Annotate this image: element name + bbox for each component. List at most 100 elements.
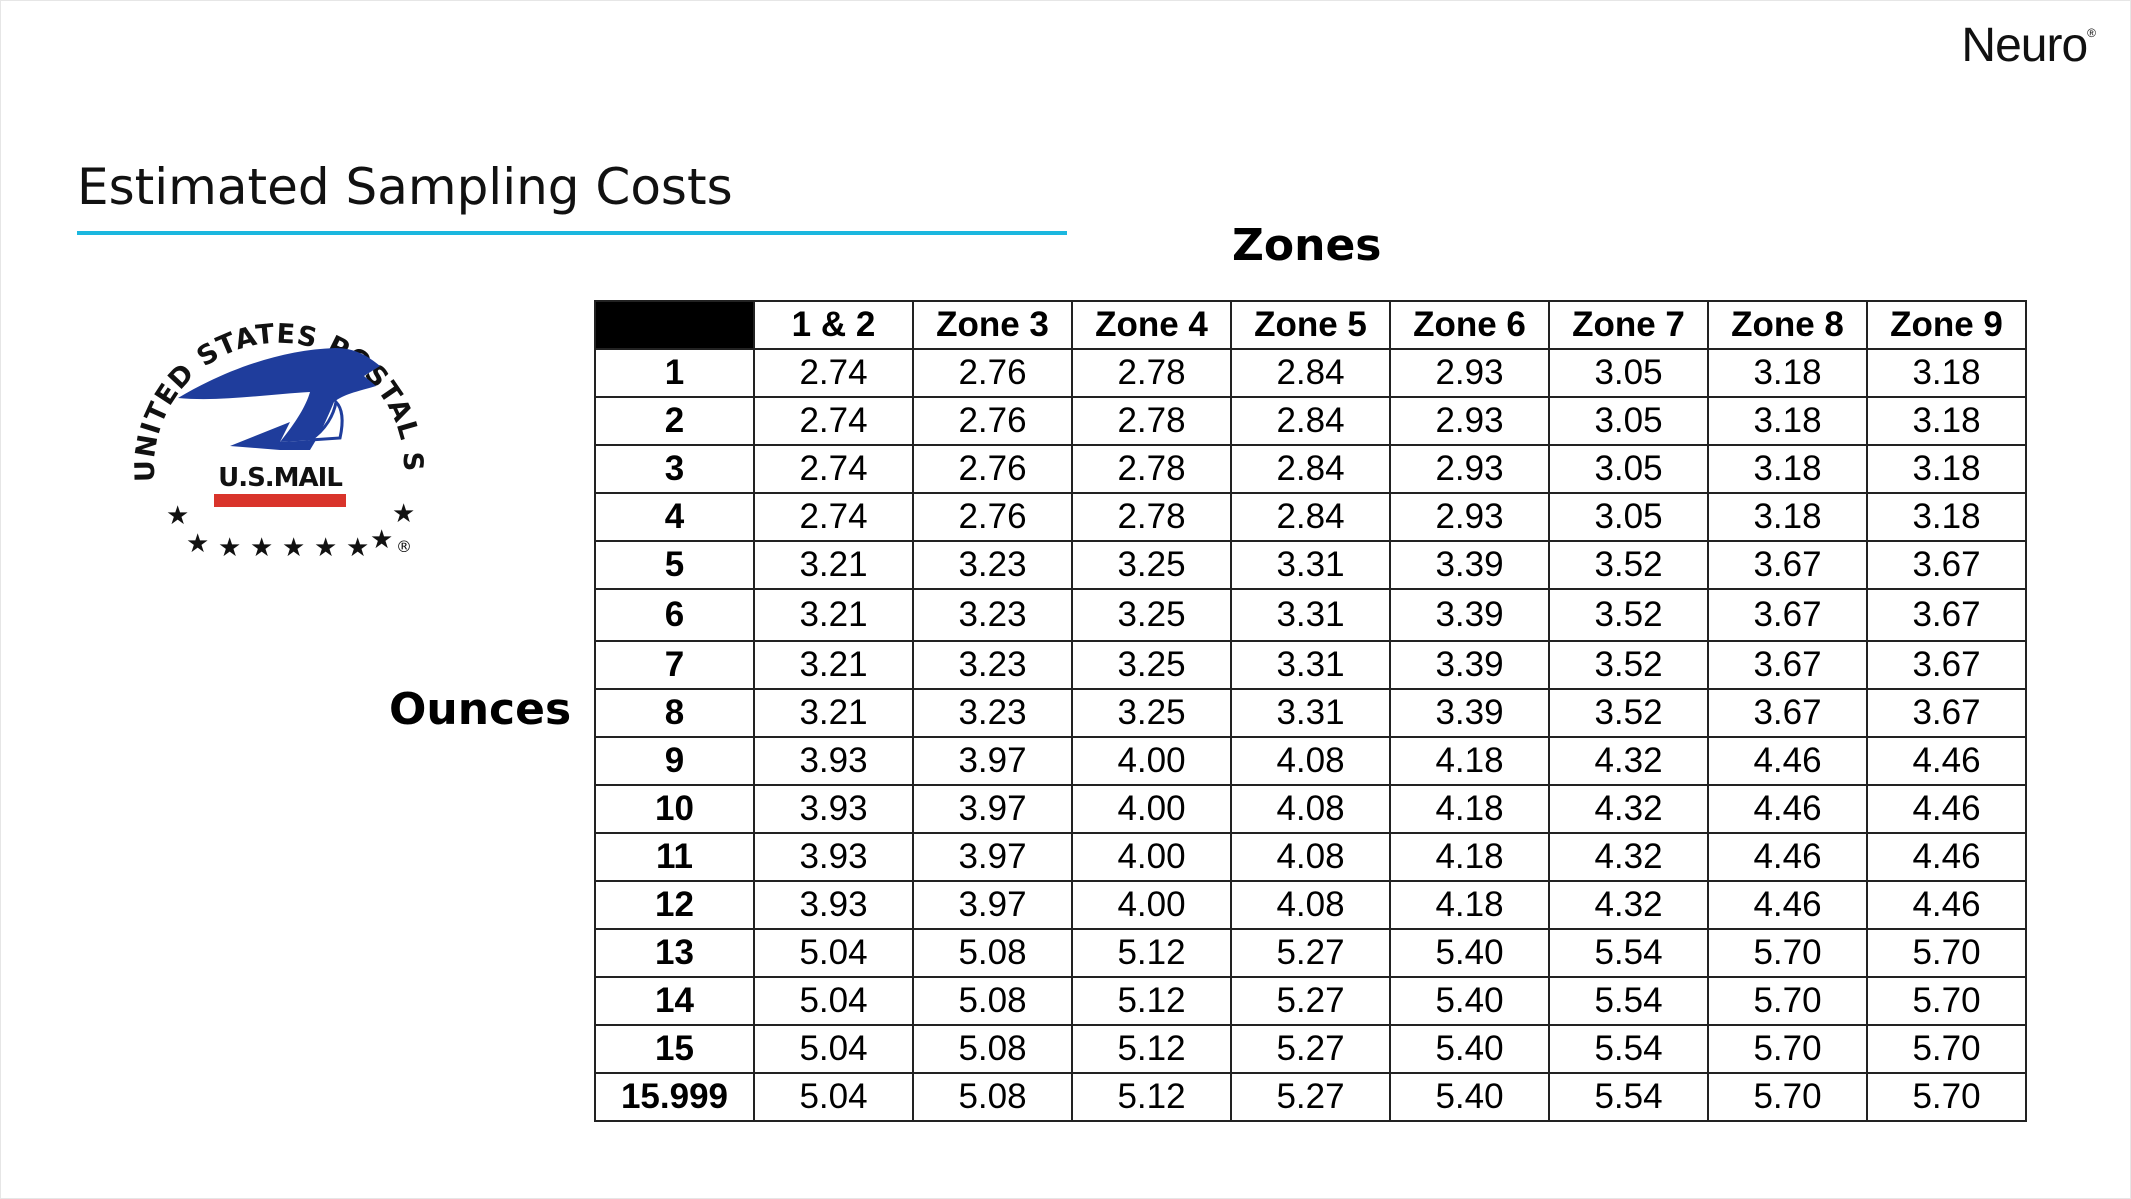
logo-banner-text: U.S.MAIL — [218, 463, 342, 493]
table-row: 11 3.93 3.97 4.00 4.08 4.18 4.32 4.46 4.46 — [594, 832, 2027, 882]
rate-cell: 4.46 — [1866, 832, 2027, 882]
rate-cell: 5.54 — [1548, 976, 1709, 1026]
rate-cell: 4.18 — [1389, 736, 1550, 786]
rate-cell: 4.46 — [1707, 880, 1868, 930]
table-corner-cell — [594, 300, 755, 350]
usps-logo: UNITED STATES POSTAL SERVICE U.S.MAIL ★ … — [130, 290, 427, 563]
table-row: 1 2.74 2.76 2.78 2.84 2.93 3.05 3.18 3.18 — [594, 348, 2027, 398]
svg-text:★: ★ — [314, 533, 337, 563]
rate-cell: 2.84 — [1230, 348, 1391, 398]
svg-text:★: ★ — [370, 525, 393, 555]
rate-cell: 3.67 — [1707, 640, 1868, 690]
rate-cell: 2.84 — [1230, 492, 1391, 542]
title-underline — [77, 231, 1067, 235]
rate-cell: 4.46 — [1707, 784, 1868, 834]
rate-cell: 3.31 — [1230, 640, 1391, 690]
ounces-axis-label: Ounces — [389, 684, 572, 735]
brand-name: Neuro — [1961, 19, 2088, 72]
rate-cell: 3.21 — [753, 688, 914, 738]
zones-axis-label: Zones — [1232, 220, 1382, 271]
rate-cell: 5.27 — [1230, 1072, 1391, 1122]
rate-cell: 5.12 — [1071, 976, 1232, 1026]
rate-cell: 5.27 — [1230, 1024, 1391, 1074]
rate-cell: 3.67 — [1707, 688, 1868, 738]
rate-cell: 5.12 — [1071, 1024, 1232, 1074]
rate-cell: 3.97 — [912, 736, 1073, 786]
column-header: Zone 8 — [1707, 300, 1868, 350]
eagle-icon — [178, 348, 380, 450]
rate-cell: 4.00 — [1071, 832, 1232, 882]
table-row: 5 3.21 3.23 3.25 3.31 3.39 3.52 3.67 3.67 — [594, 540, 2027, 590]
rate-cell: 2.78 — [1071, 444, 1232, 494]
rate-cell: 3.39 — [1389, 640, 1550, 690]
rate-cell: 3.25 — [1071, 688, 1232, 738]
rate-cell: 3.93 — [753, 832, 914, 882]
table-header-row: 1 & 2 Zone 3 Zone 4 Zone 5 Zone 6 Zone 7… — [594, 300, 2027, 350]
rate-cell: 5.70 — [1707, 1024, 1868, 1074]
rate-cell: 4.46 — [1866, 784, 2027, 834]
rate-cell: 4.08 — [1230, 832, 1391, 882]
table-body: 1 2.74 2.76 2.78 2.84 2.93 3.05 3.18 3.18 2 2.74 2.… — [594, 348, 2027, 1122]
ounces-cell: 8 — [594, 688, 755, 738]
rate-cell: 3.25 — [1071, 540, 1232, 590]
rate-cell: 5.40 — [1389, 928, 1550, 978]
rate-cell: 3.52 — [1548, 540, 1709, 590]
ounces-cell: 1 — [594, 348, 755, 398]
table-row: 2 2.74 2.76 2.78 2.84 2.93 3.05 3.18 3.18 — [594, 396, 2027, 446]
svg-text:★: ★ — [166, 501, 189, 531]
rate-cell: 2.93 — [1389, 444, 1550, 494]
rate-cell: 3.67 — [1866, 640, 2027, 690]
column-header: Zone 5 — [1230, 300, 1391, 350]
rate-cell: 3.18 — [1707, 492, 1868, 542]
rate-cell: 4.46 — [1707, 736, 1868, 786]
rate-cell: 3.05 — [1548, 348, 1709, 398]
rate-cell: 4.46 — [1707, 832, 1868, 882]
rate-cell: 2.76 — [912, 396, 1073, 446]
rate-cell: 5.40 — [1389, 1024, 1550, 1074]
rate-cell: 2.76 — [912, 444, 1073, 494]
rate-cell: 5.04 — [753, 928, 914, 978]
rate-cell: 5.70 — [1866, 1072, 2027, 1122]
rate-cell: 4.32 — [1548, 832, 1709, 882]
table-row: 4 2.74 2.76 2.78 2.84 2.93 3.05 3.18 3.18 — [594, 492, 2027, 542]
ounces-cell: 2 — [594, 396, 755, 446]
column-header: Zone 9 — [1866, 300, 2027, 350]
page-title: Estimated Sampling Costs — [77, 158, 733, 216]
rate-cell: 4.08 — [1230, 736, 1391, 786]
ounces-cell: 15 — [594, 1024, 755, 1074]
rate-cell: 3.23 — [912, 588, 1073, 642]
table-row: 15 5.04 5.08 5.12 5.27 5.40 5.54 5.70 5.70 — [594, 1024, 2027, 1074]
rate-cell: 2.78 — [1071, 492, 1232, 542]
svg-text:★: ★ — [186, 529, 209, 559]
ounces-cell: 5 — [594, 540, 755, 590]
rate-cell: 3.97 — [912, 784, 1073, 834]
rate-cell: 4.00 — [1071, 880, 1232, 930]
rate-cell: 3.23 — [912, 688, 1073, 738]
ounces-cell: 9 — [594, 736, 755, 786]
rate-cell: 3.18 — [1707, 396, 1868, 446]
rate-cell: 3.21 — [753, 540, 914, 590]
rate-cell: 3.31 — [1230, 540, 1391, 590]
rate-cell: 4.18 — [1389, 784, 1550, 834]
ounces-cell: 12 — [594, 880, 755, 930]
column-header: Zone 6 — [1389, 300, 1550, 350]
column-header: Zone 7 — [1548, 300, 1709, 350]
rate-cell: 4.08 — [1230, 880, 1391, 930]
rate-cell: 5.70 — [1707, 928, 1868, 978]
rate-cell: 3.31 — [1230, 588, 1391, 642]
rate-cell: 3.39 — [1389, 588, 1550, 642]
rate-cell: 3.39 — [1389, 540, 1550, 590]
table-row: 12 3.93 3.97 4.00 4.08 4.18 4.32 4.46 4.46 — [594, 880, 2027, 930]
rate-cell: 3.93 — [753, 784, 914, 834]
rate-cell: 3.52 — [1548, 640, 1709, 690]
rates-table: 1 & 2 Zone 3 Zone 4 Zone 5 Zone 6 Zone 7… — [594, 300, 2027, 1122]
rate-cell: 3.18 — [1707, 348, 1868, 398]
rate-cell: 5.08 — [912, 1024, 1073, 1074]
rate-cell: 4.08 — [1230, 784, 1391, 834]
rate-cell: 5.04 — [753, 976, 914, 1026]
rate-cell: 3.18 — [1866, 396, 2027, 446]
rate-cell: 2.74 — [753, 348, 914, 398]
rate-cell: 3.21 — [753, 588, 914, 642]
ounces-cell: 4 — [594, 492, 755, 542]
ounces-cell: 13 — [594, 928, 755, 978]
